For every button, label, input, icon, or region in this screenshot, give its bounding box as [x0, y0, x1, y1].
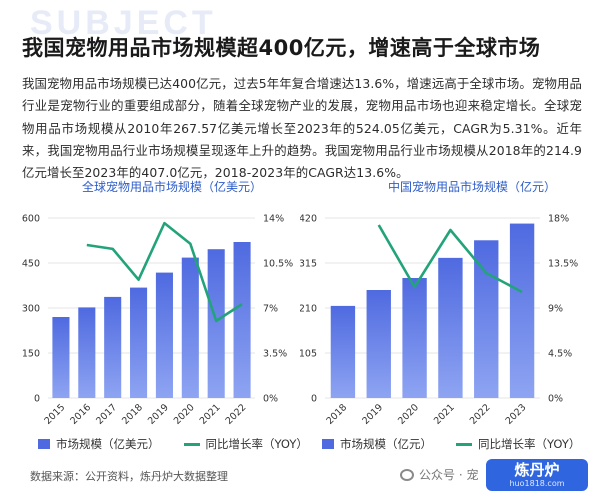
bar-2022: [233, 242, 251, 398]
bar-2022: [474, 240, 499, 398]
brand-logo: 炼丹炉 huo1818.com: [486, 459, 588, 491]
legend-line-swatch: [183, 442, 200, 446]
right-axis-tick-label: 10.5%: [263, 259, 293, 270]
bar-2021: [207, 249, 225, 398]
bar-2020: [402, 278, 427, 398]
right-axis-tick-label: 0%: [548, 394, 563, 405]
global-chart-legend: 市场规模（亿美元） 同比增长率（YOY）: [38, 436, 308, 452]
left-axis-tick-label: 600: [22, 214, 40, 225]
x-tick-label: 2021: [198, 402, 223, 427]
x-tick-label: 2016: [68, 402, 93, 427]
left-axis-tick-label: 450: [22, 259, 40, 270]
right-axis-tick-label: 0%: [263, 394, 278, 405]
china-market-chart: 0 0% 105 4.5% 210 9% 315 13.5% 420 18% 2018 2019 202…: [300, 214, 578, 427]
legend-bar-label: 市场规模（亿美元）: [56, 437, 160, 451]
right-axis-tick-label: 14%: [263, 214, 284, 225]
bar-2015: [52, 317, 70, 398]
right-axis-tick-label: 13.5%: [548, 259, 578, 270]
bar-2018: [330, 305, 356, 398]
bar-2019: [366, 290, 391, 398]
x-tick-label: 2019: [146, 402, 171, 427]
china-chart-title: 中国宠物用品市场规模（亿元）: [388, 180, 557, 194]
legend-bar-swatch: [38, 439, 50, 449]
logo-text: 炼丹炉: [514, 460, 560, 479]
legend-bar-swatch: [322, 439, 334, 449]
right-axis-tick-label: 18%: [548, 214, 569, 225]
left-axis-tick-label: 105: [300, 349, 317, 360]
data-source-note: 数据来源：公开资料，炼丹炉大数据整理: [30, 470, 228, 483]
bar-2023: [509, 223, 535, 398]
legend-bar-label: 市场规模（亿元）: [340, 437, 432, 451]
left-axis-tick-label: 150: [22, 349, 40, 360]
x-tick-label: 2015: [42, 402, 67, 427]
left-axis-tick-label: 0: [34, 394, 40, 405]
intro-paragraph: 我国宠物用品市场规模已达400亿元，过去5年年复合增速达13.6%，增速远高于全…: [22, 76, 582, 181]
bar-2019: [155, 272, 173, 398]
left-axis-tick-label: 420: [300, 214, 317, 225]
legend-line-label: 同比增长率（YOY）: [205, 437, 308, 451]
yoy-growth-line: [86, 221, 243, 323]
x-tick-label: 2018: [120, 402, 145, 427]
bar-2020: [181, 257, 199, 398]
global-market-chart: 0 0%150 3.5%300 7%450 10.5%600 14%2015 2016 201…: [22, 214, 293, 427]
legend-line-label: 同比增长率（YOY）: [478, 437, 581, 451]
right-axis-tick-label: 7%: [263, 304, 278, 315]
x-tick-label: 2020: [172, 402, 197, 427]
x-tick-label: 2023: [504, 402, 529, 427]
right-axis-tick-label: 3.5%: [263, 349, 287, 360]
background-watermark: SUBJECT: [30, 4, 217, 42]
page-headline: 我国宠物用品市场规模超400亿元，增速高于全球市场: [22, 36, 541, 60]
x-tick-label: 2019: [360, 402, 385, 427]
bar-2017: [104, 296, 122, 398]
x-tick-label: 2018: [324, 402, 349, 427]
left-axis-tick-label: 300: [22, 304, 40, 315]
wechat-label: 公众号 · 宠: [419, 468, 479, 482]
logo-url: huo1818.com: [509, 478, 565, 488]
bar-2021: [438, 257, 463, 398]
wechat-watermark: 公众号 · 宠: [400, 466, 478, 483]
x-tick-label: 2022: [468, 402, 493, 427]
x-tick-label: 2017: [94, 402, 119, 427]
right-axis-tick-label: 4.5%: [548, 349, 572, 360]
x-tick-label: 2022: [224, 402, 249, 427]
left-axis-tick-label: 315: [300, 259, 317, 270]
left-axis-tick-label: 210: [300, 304, 317, 315]
global-chart-title: 全球宠物用品市场规模（亿美元）: [82, 180, 263, 194]
bar-2016: [78, 307, 96, 398]
x-tick-label: 2021: [432, 402, 457, 427]
bar-2018: [130, 287, 148, 398]
left-axis-tick-label: 0: [311, 394, 317, 405]
wechat-icon: [400, 468, 414, 481]
right-axis-tick-label: 9%: [548, 304, 563, 315]
x-tick-label: 2020: [396, 402, 421, 427]
legend-line-swatch: [456, 442, 472, 446]
yoy-growth-line: [377, 224, 523, 294]
china-chart-legend: 市场规模（亿元） 同比增长率（YOY）: [322, 436, 580, 452]
